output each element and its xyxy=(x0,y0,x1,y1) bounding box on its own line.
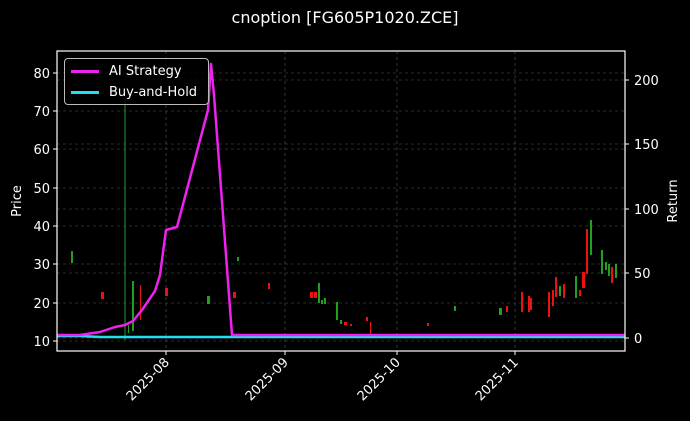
legend-swatch-ai-strategy xyxy=(71,69,99,73)
legend-label-buy-and-hold: Buy-and-Hold xyxy=(109,84,198,100)
legend-item-buy-and-hold: Buy-and-Hold xyxy=(71,83,197,101)
legend: AI Strategy Buy-and-Hold xyxy=(64,58,209,105)
xtick-2025-08: 2025-08 xyxy=(124,355,173,404)
legend-label-ai-strategy: AI Strategy xyxy=(109,63,182,79)
right-y-tick-labels: 0 50 100 150 200 xyxy=(634,74,659,347)
ytick-right-200: 200 xyxy=(634,74,659,89)
left-y-tick-labels: 10 20 30 40 50 60 70 80 xyxy=(33,67,50,350)
candlesticks xyxy=(71,100,617,340)
y-axis-label-right: Return xyxy=(666,179,681,222)
xtick-2025-10: 2025-10 xyxy=(355,355,404,404)
xtick-2025-11: 2025-11 xyxy=(473,355,522,404)
ytick-left-70: 70 xyxy=(33,105,50,120)
x-tick-labels: 2025-08 2025-09 2025-10 2025-11 xyxy=(124,355,522,404)
ytick-right-50: 50 xyxy=(634,267,651,282)
xtick-2025-09: 2025-09 xyxy=(243,355,292,404)
legend-swatch-buy-and-hold xyxy=(71,90,99,94)
left-y-ticks xyxy=(53,72,57,342)
ytick-right-100: 100 xyxy=(634,203,659,218)
ytick-right-0: 0 xyxy=(634,332,642,347)
ytick-left-60: 60 xyxy=(33,143,50,158)
ytick-left-30: 30 xyxy=(33,258,50,273)
legend-item-ai-strategy: AI Strategy xyxy=(71,62,182,80)
plot-frame xyxy=(56,50,626,352)
ai-strategy-line xyxy=(57,62,625,337)
right-y-ticks xyxy=(625,79,629,339)
y-axis-label-left: Price xyxy=(10,185,25,217)
ytick-left-10: 10 xyxy=(33,335,50,350)
ytick-left-40: 40 xyxy=(33,220,50,235)
x-ticks xyxy=(165,351,516,355)
chart-title: cnoption [FG605P1020.ZCE] xyxy=(231,8,459,27)
ytick-left-80: 80 xyxy=(33,67,50,82)
ytick-left-20: 20 xyxy=(33,297,50,312)
ytick-left-50: 50 xyxy=(33,182,50,197)
ytick-right-150: 150 xyxy=(634,138,659,153)
